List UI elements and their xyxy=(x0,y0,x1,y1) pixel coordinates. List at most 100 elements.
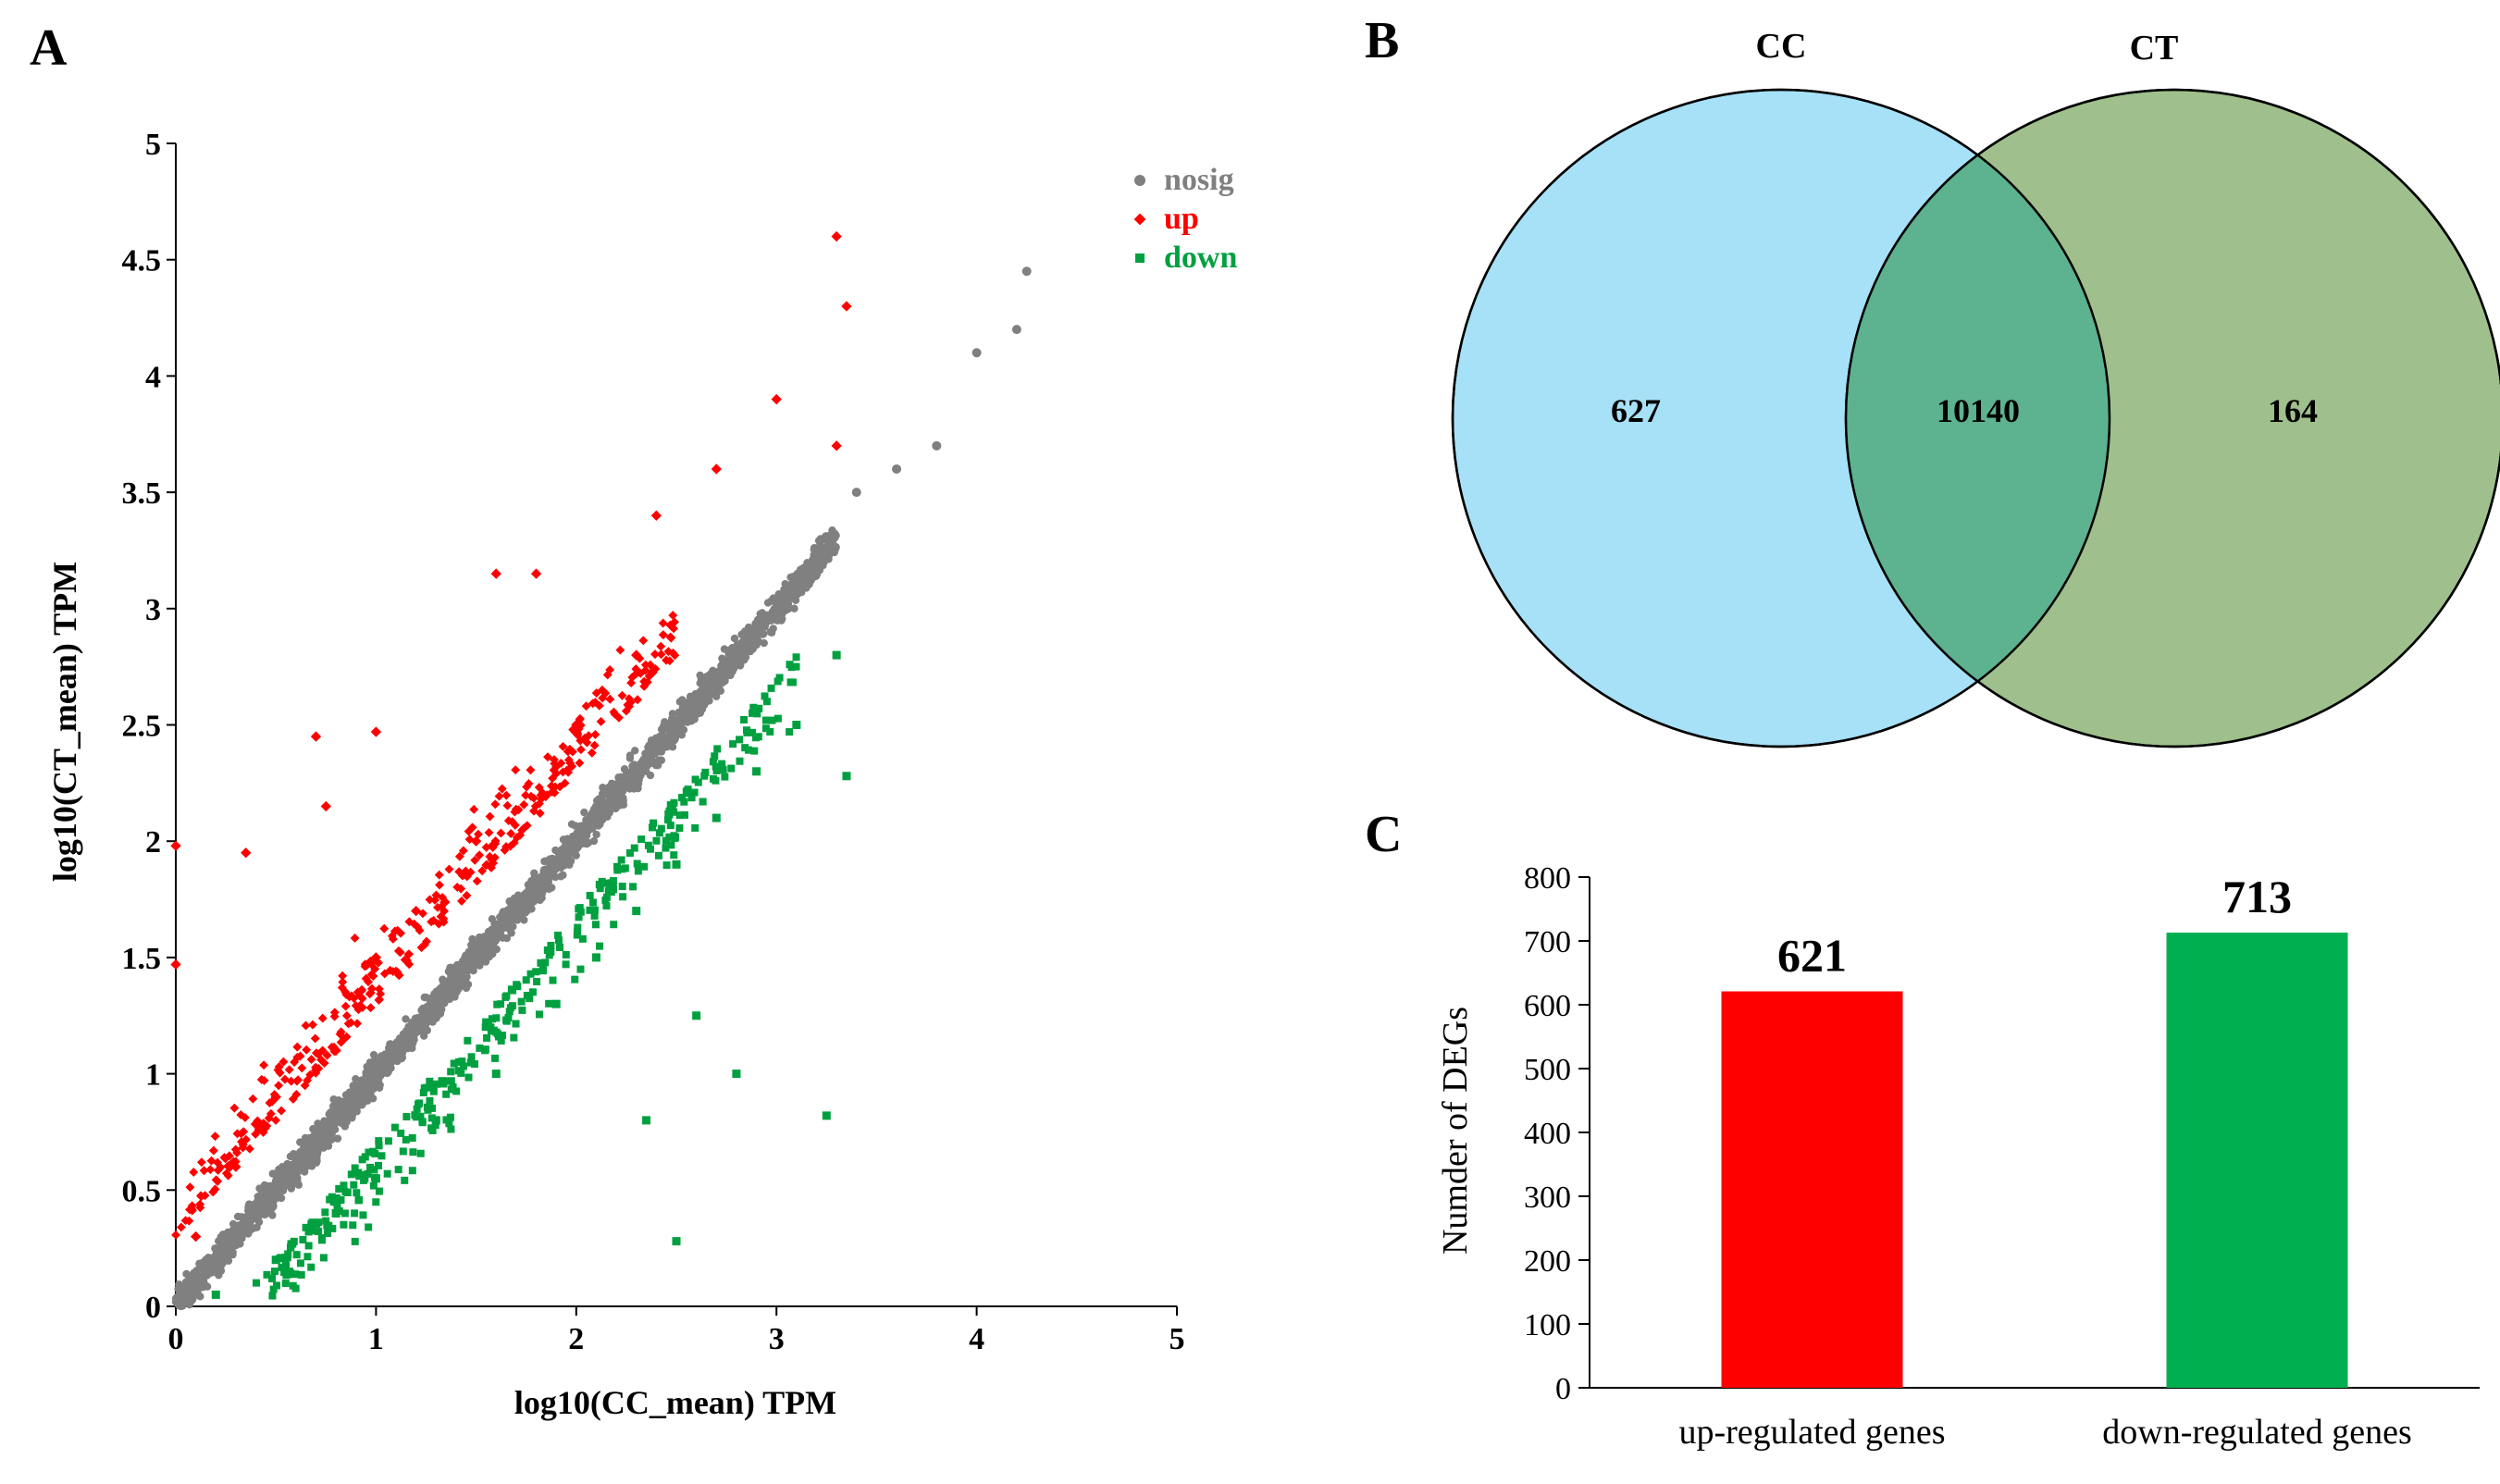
scatter-y-tick-label: 1.5 xyxy=(122,942,162,976)
scatter-point-up xyxy=(184,1216,194,1226)
scatter-point-up xyxy=(640,660,650,670)
scatter-point-nosig xyxy=(465,948,474,958)
scatter-point-up xyxy=(241,1134,251,1144)
scatter-point-down xyxy=(331,1208,340,1218)
scatter-point-up xyxy=(434,870,444,880)
scatter-point-nosig xyxy=(291,1165,301,1174)
scatter-point-up xyxy=(273,1065,283,1075)
scatter-point-down xyxy=(508,1002,516,1010)
scatter-point-down xyxy=(554,936,563,945)
scatter-point-down xyxy=(372,1198,380,1206)
scatter-point-nosig xyxy=(241,1214,250,1222)
scatter-point-up xyxy=(564,744,575,754)
scatter-point-down xyxy=(431,1116,440,1125)
legend-marker-up xyxy=(1133,213,1146,226)
scatter-point-nosig xyxy=(289,1172,298,1181)
scatter-point-down xyxy=(489,1026,498,1034)
scatter-point-down xyxy=(634,867,642,875)
scatter-point-up xyxy=(644,671,654,681)
scatter-point-up xyxy=(213,1157,223,1168)
scatter-point-down xyxy=(509,986,517,995)
scatter-point-up xyxy=(481,859,491,870)
scatter-point-down xyxy=(418,1118,427,1126)
scatter-point-down xyxy=(333,1203,341,1211)
scatter-point-nosig xyxy=(707,669,716,677)
scatter-point-up xyxy=(350,933,360,943)
scatter-point-up xyxy=(598,693,608,703)
scatter-point-down xyxy=(637,835,646,844)
scatter-point-nosig xyxy=(419,1032,428,1040)
bar-y-tick-label: 400 xyxy=(1524,1117,1571,1151)
scatter-point-up xyxy=(205,1165,216,1175)
scatter-point-up xyxy=(526,765,536,775)
scatter-point-up xyxy=(271,1115,281,1125)
scatter-point-down xyxy=(464,1036,472,1045)
scatter-point-up xyxy=(330,1045,341,1057)
scatter-point-nosig xyxy=(663,725,673,734)
scatter-point-down xyxy=(574,927,582,935)
scatter-point-down xyxy=(282,1271,291,1280)
scatter-point-down xyxy=(691,823,699,832)
scatter-point-up xyxy=(185,1182,195,1193)
scatter-point-down xyxy=(302,1223,310,1231)
scatter-point-up xyxy=(501,842,511,852)
scatter-point-nosig xyxy=(696,671,704,680)
scatter-point-down xyxy=(322,1217,330,1225)
scatter-point-up xyxy=(490,838,501,848)
scatter-point-up xyxy=(361,973,371,983)
scatter-point-nosig xyxy=(625,751,635,760)
scatter-point-nosig xyxy=(631,747,639,755)
scatter-point-up xyxy=(210,1132,220,1142)
scatter-point-down xyxy=(630,844,638,852)
scatter-point-up xyxy=(458,871,467,881)
scatter-y-tick-label: 3.5 xyxy=(122,476,162,511)
scatter-point-nosig xyxy=(932,440,942,451)
scatter-point-down xyxy=(271,1255,280,1265)
scatter-point-down xyxy=(402,1113,411,1121)
scatter-point-down xyxy=(491,1070,501,1079)
scatter-point-nosig xyxy=(749,627,757,637)
scatter-point-nosig xyxy=(592,830,600,839)
scatter-point-down xyxy=(512,1020,520,1028)
panel-letter-a: A xyxy=(30,19,68,77)
scatter-point-nosig xyxy=(742,646,750,655)
scatter-point-up xyxy=(631,649,642,661)
scatter-point-down xyxy=(604,887,613,896)
scatter-point-nosig xyxy=(696,700,704,709)
scatter-point-nosig xyxy=(811,557,822,567)
scatter-point-nosig xyxy=(384,1056,392,1064)
scatter-point-nosig xyxy=(507,929,515,937)
scatter-point-down xyxy=(547,942,555,950)
scatter-point-down xyxy=(613,862,621,871)
scatter-point-down xyxy=(354,1196,363,1205)
scatter-point-nosig xyxy=(229,1219,238,1229)
scatter-point-up xyxy=(530,568,542,579)
scatter-point-up xyxy=(464,826,474,836)
scatter-point-down xyxy=(528,988,537,996)
scatter-point-up xyxy=(346,1018,356,1028)
scatter-point-up xyxy=(230,1144,241,1155)
scatter-point-nosig xyxy=(972,348,982,358)
scatter-point-up xyxy=(575,713,585,723)
scatter-point-down xyxy=(349,1221,357,1230)
scatter-point-up xyxy=(472,876,482,886)
scatter-point-up xyxy=(396,928,406,938)
scatter-point-nosig xyxy=(600,788,609,797)
scatter-point-up xyxy=(370,952,382,963)
scatter-point-nosig xyxy=(752,640,761,649)
scatter-point-nosig xyxy=(258,1190,266,1198)
scatter-point-up xyxy=(771,393,782,405)
scatter-point-down xyxy=(252,1279,260,1287)
scatter-point-nosig xyxy=(229,1248,237,1256)
scatter-point-down xyxy=(618,883,626,891)
scatter-point-nosig xyxy=(364,1083,373,1092)
scatter-point-nosig xyxy=(436,1000,444,1009)
scatter-point-nosig xyxy=(1021,266,1032,277)
scatter-point-down xyxy=(446,1113,454,1121)
scatter-point-up xyxy=(366,983,377,994)
scatter-point-up xyxy=(187,1205,197,1215)
scatter-point-down xyxy=(416,1112,425,1120)
scatter-point-up xyxy=(419,940,429,950)
bar-y-axis-title: Numder of DEGs xyxy=(1436,1007,1475,1255)
scatter-point-up xyxy=(404,917,415,927)
